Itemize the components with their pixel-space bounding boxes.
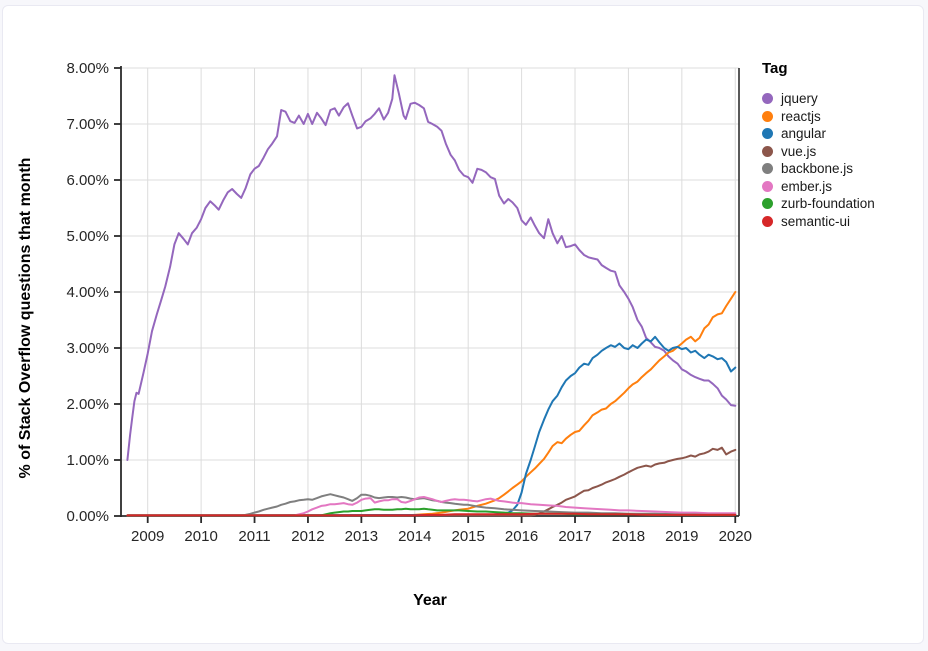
y-axis-title: % of Stack Overflow questions that month bbox=[17, 157, 34, 479]
x-axis-title: Year bbox=[413, 592, 447, 609]
x-tick-label: 2014 bbox=[398, 528, 431, 545]
legend-item-backbone-js: backbone.js bbox=[762, 160, 875, 178]
legend-item-zurb-foundation: zurb-foundation bbox=[762, 195, 875, 213]
legend-label-angular: angular bbox=[781, 126, 827, 142]
legend-label-ember-js: ember.js bbox=[781, 178, 833, 194]
legend-item-vue-js: vue.js bbox=[762, 143, 875, 161]
legend-swatch-semantic-ui bbox=[762, 215, 773, 227]
legend-title: Tag bbox=[762, 60, 788, 77]
legend-swatch-zurb-foundation bbox=[762, 198, 773, 210]
y-tick-label: 7.00% bbox=[66, 116, 109, 133]
y-tick-label: 8.00% bbox=[66, 60, 109, 77]
x-tick-label: 2013 bbox=[345, 528, 378, 545]
series-line-backbone-js bbox=[126, 493, 737, 517]
x-tick-label: 2018 bbox=[612, 528, 645, 545]
legend-item-ember-js: ember.js bbox=[762, 178, 875, 196]
legend-swatch-jquery bbox=[762, 93, 773, 105]
x-tick-label: 2019 bbox=[665, 528, 698, 545]
legend-swatch-backbone-js bbox=[762, 163, 773, 175]
legend-label-backbone-js: backbone.js bbox=[781, 161, 854, 177]
legend-item-semantic-ui: semantic-ui bbox=[762, 213, 875, 231]
legend-items: jquery reactjs angular vue.js backbone.js emb… bbox=[762, 90, 875, 230]
y-tick-label: 2.00% bbox=[66, 396, 109, 413]
x-tick-label: 2011 bbox=[238, 528, 270, 545]
legend-swatch-ember-js bbox=[762, 180, 773, 192]
legend-item-jquery: jquery bbox=[762, 90, 875, 108]
x-tick-label: 2020 bbox=[719, 528, 752, 545]
legend-item-angular: angular bbox=[762, 125, 875, 143]
y-tick-label: 3.00% bbox=[66, 340, 109, 357]
x-tick-label: 2012 bbox=[291, 528, 324, 545]
series-line-vue-js bbox=[126, 446, 737, 517]
legend-label-jquery: jquery bbox=[781, 91, 818, 107]
y-tick-label: 5.00% bbox=[66, 228, 109, 245]
x-tick-label: 2016 bbox=[505, 528, 538, 545]
y-tick-label: 6.00% bbox=[66, 172, 109, 189]
series-line-reactjs bbox=[126, 291, 737, 517]
legend-label-zurb-foundation: zurb-foundation bbox=[781, 196, 875, 212]
legend-label-reactjs: reactjs bbox=[781, 108, 821, 124]
legend-label-vue-js: vue.js bbox=[781, 143, 817, 159]
legend-swatch-reactjs bbox=[762, 110, 773, 122]
legend-label-semantic-ui: semantic-ui bbox=[781, 213, 851, 229]
x-tick-label: 2010 bbox=[184, 528, 217, 545]
legend-item-reactjs: reactjs bbox=[762, 108, 875, 126]
series-line-semantic-ui bbox=[126, 512, 737, 517]
series-line-angular bbox=[126, 335, 737, 517]
legend-swatch-angular bbox=[762, 128, 773, 140]
y-tick-label: 1.00% bbox=[66, 452, 109, 469]
y-tick-label: 0.00% bbox=[66, 508, 109, 525]
x-tick-label: 2017 bbox=[558, 528, 591, 545]
legend: Tag jquery reactjs angular vue.js backbone.j… bbox=[762, 60, 875, 230]
x-tick-label: 2009 bbox=[131, 528, 164, 545]
x-tick-label: 2015 bbox=[452, 528, 485, 545]
legend-swatch-vue-js bbox=[762, 145, 773, 157]
series-line-jquery bbox=[126, 74, 737, 461]
y-tick-label: 4.00% bbox=[66, 284, 109, 301]
series-line-ember-js bbox=[126, 496, 737, 517]
